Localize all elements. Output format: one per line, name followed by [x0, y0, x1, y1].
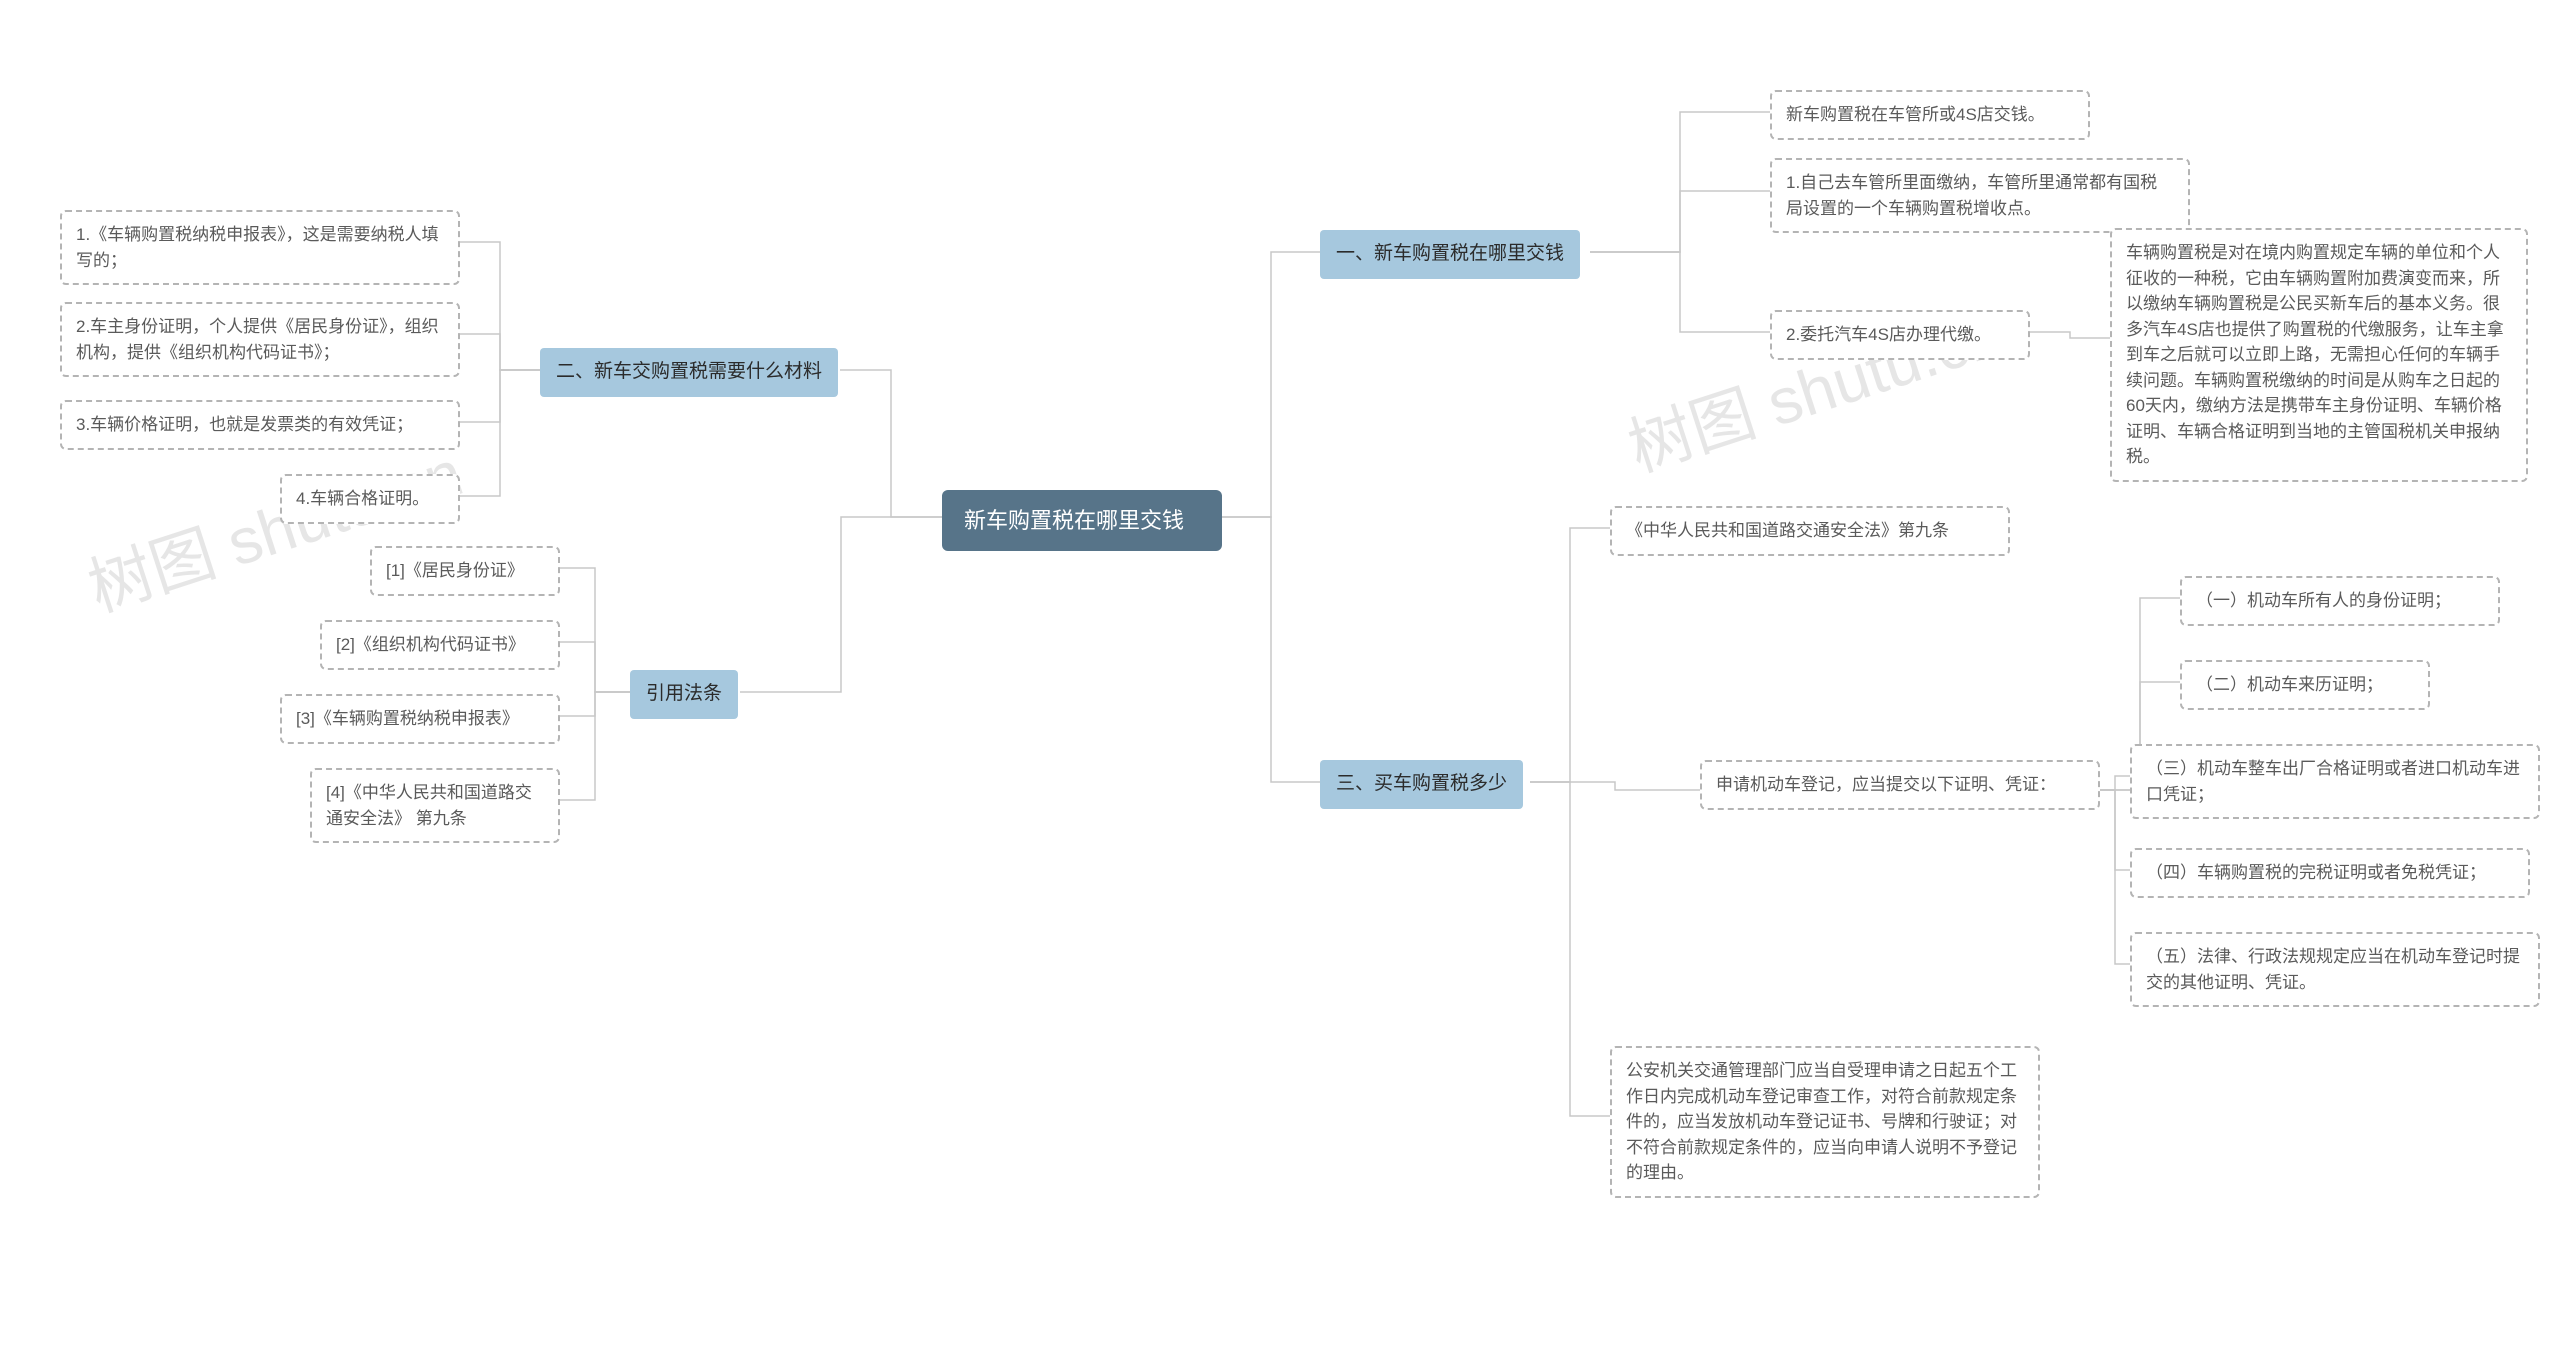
- leaf-b1-1: 新车购置税在车管所或4S店交钱。: [1770, 90, 2090, 140]
- leaf-b2-2: 2.车主身份证明，个人提供《居民身份证》，组织机构，提供《组织机构代码证书》；: [60, 302, 460, 377]
- leaf-b3-2b: （二）机动车来历证明；: [2180, 660, 2430, 710]
- leaf-b1-3: 2.委托汽车4S店办理代缴。: [1770, 310, 2030, 360]
- leaf-b4-2: [2]《组织机构代码证书》: [320, 620, 560, 670]
- leaf-b3-2d: （四）车辆购置税的完税证明或者免税凭证；: [2130, 848, 2530, 898]
- leaf-b1-3a: 车辆购置税是对在境内购置规定车辆的单位和个人征收的一种税，它由车辆购置附加费演变…: [2110, 228, 2528, 482]
- branch-section-2: 二、新车交购置税需要什么材料: [540, 348, 838, 397]
- leaf-b3-1: 《中华人民共和国道路交通安全法》第九条: [1610, 506, 2010, 556]
- branch-section-3: 三、买车购置税多少: [1320, 760, 1523, 809]
- leaf-b4-3: [3]《车辆购置税纳税申报表》: [280, 694, 560, 744]
- branch-section-1: 一、新车购置税在哪里交钱: [1320, 230, 1580, 279]
- leaf-b4-1: [1]《居民身份证》: [370, 546, 560, 596]
- leaf-b3-3: 公安机关交通管理部门应当自受理申请之日起五个工作日内完成机动车登记审查工作，对符…: [1610, 1046, 2040, 1198]
- leaf-b3-2: 申请机动车登记，应当提交以下证明、凭证：: [1700, 760, 2100, 810]
- leaf-b4-4: [4]《中华人民共和国道路交通安全法》 第九条: [310, 768, 560, 843]
- mindmap-root: 新车购置税在哪里交钱: [942, 490, 1222, 551]
- watermark: 树图 shutu.cn: [75, 422, 472, 629]
- leaf-b3-2c: （三）机动车整车出厂合格证明或者进口机动车进口凭证；: [2130, 744, 2540, 819]
- leaf-b1-2: 1.自己去车管所里面缴纳，车管所里通常都有国税局设置的一个车辆购置税增收点。: [1770, 158, 2190, 233]
- leaf-b3-2a: （一）机动车所有人的身份证明；: [2180, 576, 2500, 626]
- leaf-b2-4: 4.车辆合格证明。: [280, 474, 460, 524]
- branch-references: 引用法条: [630, 670, 738, 719]
- leaf-b3-2e: （五）法律、行政法规规定应当在机动车登记时提交的其他证明、凭证。: [2130, 932, 2540, 1007]
- leaf-b2-1: 1.《车辆购置税纳税申报表》，这是需要纳税人填写的；: [60, 210, 460, 285]
- leaf-b2-3: 3.车辆价格证明，也就是发票类的有效凭证；: [60, 400, 460, 450]
